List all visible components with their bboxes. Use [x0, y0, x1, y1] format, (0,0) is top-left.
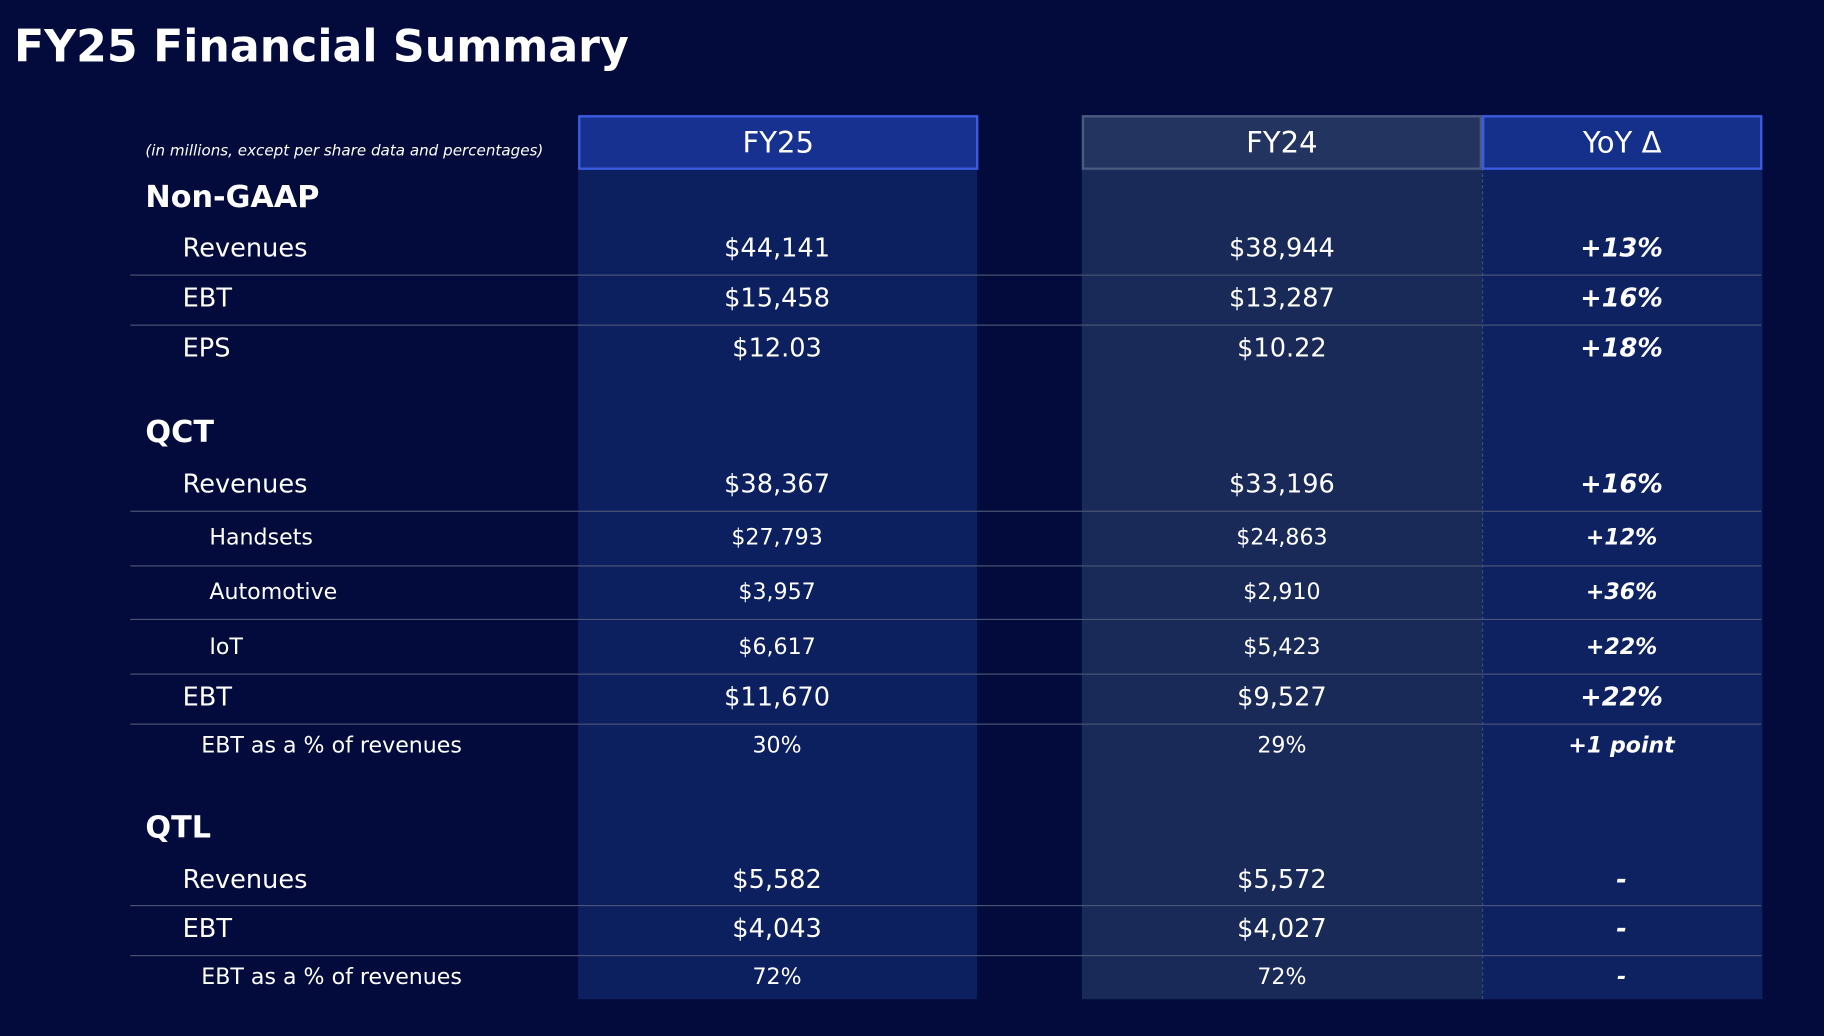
- cell: $9,527: [1237, 683, 1327, 713]
- cell: $11,670: [724, 683, 830, 713]
- cell: $15,458: [724, 284, 830, 314]
- cell: $4,043: [732, 914, 822, 944]
- cell: $38,944: [1229, 234, 1335, 264]
- row-separator: [130, 618, 1762, 621]
- cell: +22%: [1580, 683, 1663, 713]
- row-label: EBT: [182, 914, 232, 944]
- row-separator: [130, 324, 1762, 326]
- cell: $44,141: [724, 234, 830, 264]
- column-header: FY24: [1081, 115, 1483, 170]
- row-separator: [130, 274, 1762, 276]
- cell: -: [1616, 866, 1627, 896]
- cell: $5,423: [1243, 633, 1321, 660]
- cell: $13,287: [1229, 284, 1335, 314]
- cell: 72%: [752, 964, 802, 990]
- row-label: Automotive: [209, 579, 338, 605]
- cell: +36%: [1585, 579, 1658, 605]
- row-separator: [130, 673, 1762, 675]
- cell: +13%: [1580, 234, 1663, 264]
- cell: +22%: [1585, 633, 1658, 660]
- cell: $24,863: [1236, 524, 1328, 551]
- cell: $12.03: [732, 334, 822, 364]
- cell: $38,367: [724, 470, 830, 500]
- row-separator: [130, 510, 1762, 512]
- row-label: Revenues: [182, 470, 308, 500]
- cell: -: [1616, 914, 1627, 944]
- cell: 30%: [752, 732, 802, 759]
- cell: $33,196: [1229, 470, 1335, 500]
- row-separator: [130, 723, 1762, 725]
- cell: 29%: [1257, 732, 1307, 759]
- cell: -: [1617, 964, 1627, 990]
- section-header: Non-GAAP: [145, 180, 320, 216]
- cell: 72%: [1257, 964, 1307, 990]
- row-separator: [130, 955, 1762, 957]
- cell: $10.22: [1237, 334, 1327, 364]
- cell: +1 point: [1568, 732, 1675, 759]
- row-label: Revenues: [182, 866, 308, 896]
- row-separator: [130, 565, 1762, 567]
- row-label: EPS: [182, 334, 231, 364]
- cell: $27,793: [731, 524, 823, 551]
- note: (in millions, except per share data and …: [145, 142, 544, 160]
- row-label: Handsets: [209, 524, 313, 551]
- cell: $3,957: [738, 579, 816, 605]
- row-label: IoT: [209, 633, 243, 660]
- row-label: EBT: [182, 683, 232, 713]
- cell: +16%: [1580, 284, 1663, 314]
- column-header: FY25: [578, 115, 979, 170]
- cell: +12%: [1585, 524, 1658, 551]
- cell: $5,572: [1237, 866, 1327, 896]
- cell: $4,027: [1237, 914, 1327, 944]
- row-label: EBT: [182, 284, 232, 314]
- row-label: Revenues: [182, 234, 308, 264]
- row-label: EBT as a % of revenues: [201, 964, 462, 990]
- cell: $2,910: [1243, 579, 1321, 605]
- section-header: QTL: [145, 810, 212, 846]
- fy25-column: [578, 115, 978, 1000]
- row-label: EBT as a % of revenues: [201, 732, 462, 759]
- cell: $6,617: [738, 633, 816, 660]
- cell: +18%: [1580, 334, 1663, 364]
- cell: $5,582: [732, 866, 822, 896]
- fy24-column: [1081, 115, 1483, 1000]
- title: FY25 Financial Summary: [13, 20, 629, 73]
- row-separator: [130, 905, 1762, 907]
- column-header: YoY Δ: [1482, 115, 1763, 170]
- cell: +16%: [1580, 470, 1663, 500]
- yoy-column: [1482, 115, 1763, 1000]
- section-header: QCT: [145, 415, 214, 451]
